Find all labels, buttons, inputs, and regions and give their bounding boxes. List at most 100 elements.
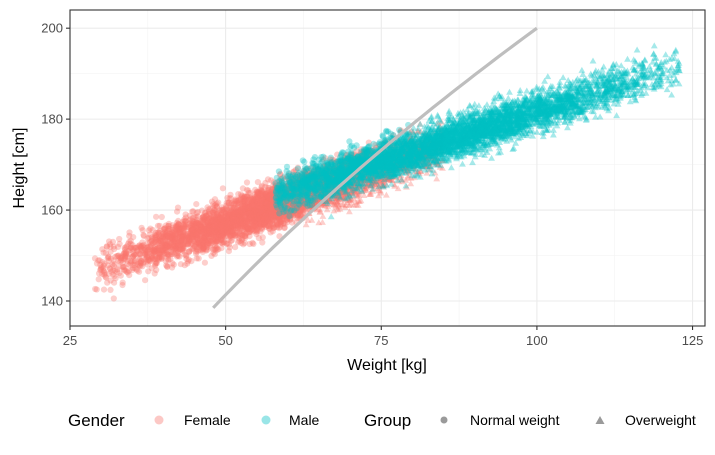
- data-point-normal: [248, 226, 255, 233]
- data-point-normal: [331, 176, 338, 183]
- data-point-normal: [260, 213, 267, 220]
- data-point-normal: [258, 201, 266, 208]
- data-point-normal: [201, 215, 208, 222]
- data-point-normal: [297, 207, 304, 214]
- data-point-normal: [375, 143, 382, 150]
- data-point-normal: [172, 230, 180, 237]
- data-point-normal: [198, 225, 205, 232]
- data-point-normal: [143, 258, 150, 265]
- data-point-normal: [207, 237, 214, 244]
- data-point-normal: [201, 234, 208, 241]
- data-point-normal: [144, 254, 151, 261]
- data-point-normal: [201, 217, 208, 224]
- data-point-overweight: [421, 147, 429, 154]
- data-point-normal: [300, 184, 307, 191]
- data-point-overweight: [418, 144, 426, 150]
- data-point-normal: [316, 174, 323, 182]
- data-point-normal: [252, 194, 259, 201]
- data-point-normal: [270, 182, 277, 189]
- data-point-normal: [197, 220, 204, 227]
- data-point-normal: [294, 195, 301, 202]
- data-point-normal: [160, 243, 167, 250]
- data-point-normal: [200, 244, 207, 251]
- data-point-normal: [93, 286, 100, 293]
- data-point-normal: [248, 211, 255, 218]
- data-point-overweight: [397, 145, 405, 152]
- data-point-normal: [97, 261, 104, 268]
- data-point-normal: [274, 186, 281, 193]
- data-point-normal: [320, 182, 327, 189]
- data-point-normal: [289, 196, 296, 203]
- data-point-overweight: [399, 144, 407, 151]
- data-point-overweight: [438, 127, 446, 134]
- data-point-normal: [218, 221, 225, 228]
- data-point-normal: [325, 179, 333, 186]
- data-point-overweight: [333, 194, 340, 201]
- data-point-normal: [280, 208, 287, 215]
- data-point-normal: [140, 231, 147, 239]
- data-point-overweight: [420, 145, 428, 152]
- data-point-normal: [313, 170, 320, 177]
- data-point-overweight: [347, 193, 355, 200]
- data-point-normal: [254, 208, 261, 215]
- data-point-normal: [176, 253, 183, 260]
- data-point-normal: [287, 183, 294, 190]
- data-point-normal: [324, 172, 331, 179]
- data-point-overweight: [414, 142, 422, 149]
- data-point-normal: [185, 238, 192, 245]
- data-point-normal: [279, 193, 286, 200]
- data-point-normal: [236, 216, 244, 223]
- data-point-normal: [247, 208, 254, 215]
- data-point-normal: [267, 202, 274, 209]
- data-point-normal: [282, 190, 289, 197]
- data-point-normal: [318, 173, 325, 180]
- data-point-normal: [198, 233, 206, 240]
- data-point-overweight: [387, 153, 395, 160]
- data-point-normal: [301, 193, 308, 200]
- data-point-normal: [139, 263, 146, 270]
- data-point-overweight: [316, 205, 324, 212]
- data-point-normal: [269, 198, 276, 205]
- data-point-normal: [267, 195, 274, 202]
- data-point-normal: [306, 185, 313, 192]
- data-point-overweight: [409, 163, 417, 170]
- data-point-normal: [290, 203, 297, 210]
- data-point-normal: [303, 186, 310, 193]
- data-point-normal: [282, 193, 289, 200]
- data-point-normal: [177, 233, 184, 240]
- data-point-normal: [105, 257, 112, 264]
- data-point-normal: [236, 235, 243, 242]
- data-point-normal: [218, 229, 226, 236]
- data-point-normal: [228, 216, 235, 224]
- data-point-normal: [295, 202, 302, 209]
- data-point-normal: [275, 201, 282, 208]
- data-point-normal: [201, 259, 208, 266]
- data-point-normal: [249, 216, 257, 223]
- data-point-normal: [318, 186, 325, 193]
- data-point-normal: [323, 178, 330, 185]
- data-point-overweight: [335, 191, 343, 198]
- data-point-normal: [312, 189, 319, 196]
- data-point-overweight: [386, 150, 394, 157]
- data-point-normal: [239, 217, 246, 225]
- data-point-normal: [224, 216, 231, 223]
- data-point-normal: [124, 253, 131, 260]
- data-point-normal: [179, 218, 186, 225]
- data-point-normal: [273, 189, 281, 196]
- data-point-overweight: [414, 127, 422, 134]
- data-point-normal: [230, 227, 237, 234]
- data-point-normal: [186, 237, 193, 244]
- data-point-normal: [145, 227, 153, 234]
- data-point-overweight: [406, 128, 414, 135]
- data-point-normal: [195, 255, 202, 262]
- data-point-normal: [295, 205, 302, 212]
- data-point-overweight: [331, 191, 339, 198]
- data-point-normal: [236, 230, 243, 237]
- data-point-normal: [349, 164, 356, 171]
- data-point-normal: [273, 209, 280, 216]
- data-point-normal: [263, 196, 270, 204]
- data-point-normal: [282, 185, 289, 192]
- data-point-overweight: [436, 142, 444, 148]
- data-point-overweight: [373, 160, 380, 167]
